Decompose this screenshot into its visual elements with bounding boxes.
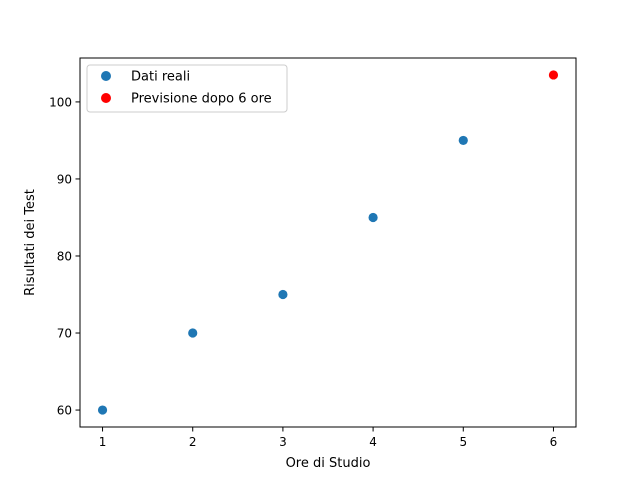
y-axis-label: Risultati dei Test bbox=[23, 189, 38, 296]
y-tick-label: 90 bbox=[57, 172, 72, 186]
legend-marker-dati-reali bbox=[101, 71, 111, 81]
x-tick-label: 2 bbox=[189, 435, 197, 449]
data-point bbox=[458, 135, 468, 146]
x-tick-label: 1 bbox=[99, 435, 107, 449]
legend-label-previsione: Previsione dopo 6 ore bbox=[131, 92, 272, 107]
data-point bbox=[278, 289, 288, 300]
y-tick-label: 80 bbox=[57, 249, 72, 263]
x-axis-label: Ore di Studio bbox=[286, 456, 371, 471]
y-tick-label: 60 bbox=[57, 404, 72, 418]
y-axis-ticks: 60 70 80 90 100 bbox=[49, 95, 80, 418]
legend: Dati reali Previsione dopo 6 ore bbox=[86, 64, 288, 113]
x-tick-label: 6 bbox=[550, 435, 558, 449]
x-axis-ticks: 1 2 3 4 5 6 bbox=[99, 427, 558, 449]
x-tick-label: 4 bbox=[369, 435, 377, 449]
data-points bbox=[97, 70, 559, 415]
y-tick-label: 100 bbox=[49, 95, 72, 109]
y-tick-label: 70 bbox=[57, 327, 72, 341]
legend-box bbox=[86, 64, 288, 113]
x-tick-label: 5 bbox=[459, 435, 467, 449]
data-point bbox=[188, 328, 198, 338]
legend-label-dati-reali: Dati reali bbox=[131, 70, 190, 85]
x-tick-label: 3 bbox=[279, 435, 287, 449]
data-point bbox=[368, 212, 378, 223]
plot-area-frame bbox=[79, 57, 577, 428]
data-point bbox=[548, 70, 559, 80]
data-point bbox=[97, 405, 108, 415]
legend-marker-previsione bbox=[101, 93, 111, 103]
